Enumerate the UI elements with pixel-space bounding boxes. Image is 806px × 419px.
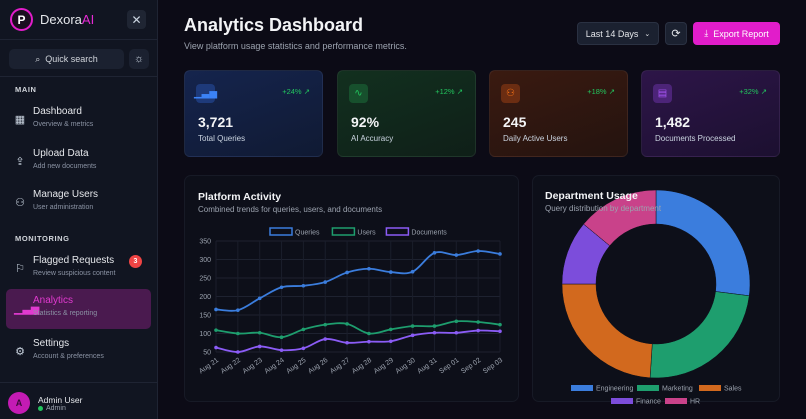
upload-icon: ⇪	[15, 156, 25, 168]
stat-label: Documents Processed	[655, 134, 736, 143]
sidebar: P DexoraAI ✕ ⌕ Quick search ☼ MAIN ▦ Dashb…	[0, 0, 158, 419]
item-sub: Statistics & reporting	[33, 310, 98, 317]
stat-card-daily-active-users: ⚇ +18% ↗ 245 Daily Active Users	[489, 70, 628, 157]
item-label: Settings	[33, 338, 70, 349]
panel-subtitle: Query distribution by department	[545, 204, 662, 213]
stat-card-documents-processed: ▤ +32% ↗ 1,482 Documents Processed	[641, 70, 780, 157]
gear-icon: ⚙	[15, 346, 25, 358]
item-label: Flagged Requests	[33, 255, 115, 266]
users-icon: ⚇	[501, 84, 520, 103]
stat-label: Daily Active Users	[503, 134, 568, 143]
stat-value: 3,721	[198, 114, 234, 130]
trend-up-icon: ↗	[608, 87, 615, 96]
user-profile[interactable]: A Admin User Admin	[8, 392, 82, 414]
refresh-icon: ⟳	[671, 28, 681, 40]
panel-title: Platform Activity	[198, 191, 282, 203]
section-monitoring: MONITORING	[15, 234, 70, 243]
grid-icon: ▦	[14, 114, 26, 126]
item-sub: User administration	[33, 204, 94, 211]
sidebar-item-settings[interactable]: ⚙ Settings Account & preferences	[6, 332, 151, 372]
download-icon: ⤓	[704, 28, 709, 38]
date-range-value: Last 14 Days	[585, 28, 639, 39]
flagged-count-badge: 3	[129, 255, 142, 268]
user-name: Admin User	[38, 394, 83, 405]
activity-icon: ∿	[349, 84, 368, 103]
stat-value: 92%	[351, 114, 380, 130]
change-badge: +24% ↗	[282, 87, 310, 96]
stat-value: 1,482	[655, 114, 691, 130]
sidebar-item-dashboard[interactable]: ▦ Dashboard Overview & metrics	[6, 100, 151, 140]
item-sub: Overview & metrics	[33, 121, 94, 128]
document-icon: ▤	[653, 84, 672, 103]
chevron-down-icon: ⌄	[644, 30, 651, 38]
item-sub: Account & preferences	[33, 353, 104, 360]
sidebar-item-analytics[interactable]: ▁▃▅ Analytics Statistics & reporting	[6, 289, 151, 329]
section-main: MAIN	[15, 85, 37, 94]
users-icon: ⚇	[15, 197, 25, 209]
change-badge: +12% ↗	[435, 87, 463, 96]
sidebar-item-flagged-requests[interactable]: ⚐ Flagged Requests Review suspicious conte…	[6, 249, 151, 289]
stat-card-total-queries: ▁▃▅ +24% ↗ 3,721 Total Queries	[184, 70, 323, 157]
sidebar-item-upload-data[interactable]: ⇪ Upload Data Add new documents	[6, 142, 151, 182]
search-icon: ⌕	[35, 53, 41, 64]
sidebar-item-manage-users[interactable]: ⚇ Manage Users User administration	[6, 183, 151, 223]
platform-activity-panel: Platform Activity Combined trends for qu…	[184, 175, 519, 402]
stat-label: AI Accuracy	[351, 134, 394, 143]
brand-name: Dexora	[40, 12, 82, 27]
quick-search-button[interactable]: ⌕ Quick search	[9, 49, 124, 69]
divider	[0, 39, 158, 40]
brand-suffix: AI	[81, 12, 95, 27]
flag-icon: ⚐	[15, 263, 25, 275]
trend-up-icon: ↗	[303, 87, 310, 96]
refresh-button[interactable]: ⟳	[665, 22, 687, 45]
close-icon: ✕	[131, 12, 142, 27]
trend-up-icon: ↗	[456, 87, 463, 96]
avatar: A	[8, 392, 30, 414]
close-sidebar-button[interactable]: ✕	[127, 10, 146, 29]
trend-up-icon: ↗	[760, 87, 767, 96]
item-label: Manage Users	[33, 189, 99, 200]
bar-chart-icon: ▁▃▅	[194, 84, 217, 103]
online-status-icon	[38, 405, 43, 411]
change-badge: +32% ↗	[739, 87, 767, 96]
panel-title: Department Usage	[545, 190, 638, 202]
divider	[0, 382, 158, 383]
export-label: Export Report	[713, 28, 769, 39]
brand-logo[interactable]: P DexoraAI	[10, 8, 94, 31]
item-label: Dashboard	[33, 106, 82, 117]
item-label: Analytics	[33, 295, 74, 306]
date-range-select[interactable]: Last 14 Days ⌄	[577, 22, 659, 45]
item-sub: Review suspicious content	[33, 270, 116, 277]
logo-icon: P	[10, 8, 33, 31]
search-label: Quick search	[45, 54, 98, 64]
panel-subtitle: Combined trends for queries, users, and …	[198, 205, 383, 214]
divider	[0, 76, 158, 77]
theme-toggle-button[interactable]: ☼	[129, 49, 149, 69]
bar-chart-icon: ▁▃▅	[14, 303, 40, 315]
sun-icon: ☼	[133, 53, 145, 65]
stat-label: Total Queries	[198, 134, 246, 143]
stat-card-ai-accuracy: ∿ +12% ↗ 92% AI Accuracy	[337, 70, 476, 157]
item-label: Upload Data	[33, 148, 89, 159]
stat-value: 245	[503, 114, 527, 130]
page-title: Analytics Dashboard	[184, 15, 364, 35]
user-role: Admin	[46, 404, 66, 412]
item-sub: Add new documents	[33, 163, 97, 170]
change-badge: +18% ↗	[587, 87, 615, 96]
export-report-button[interactable]: ⤓ Export Report	[693, 22, 780, 45]
page-subtitle: View platform usage statistics and perfo…	[184, 41, 407, 51]
